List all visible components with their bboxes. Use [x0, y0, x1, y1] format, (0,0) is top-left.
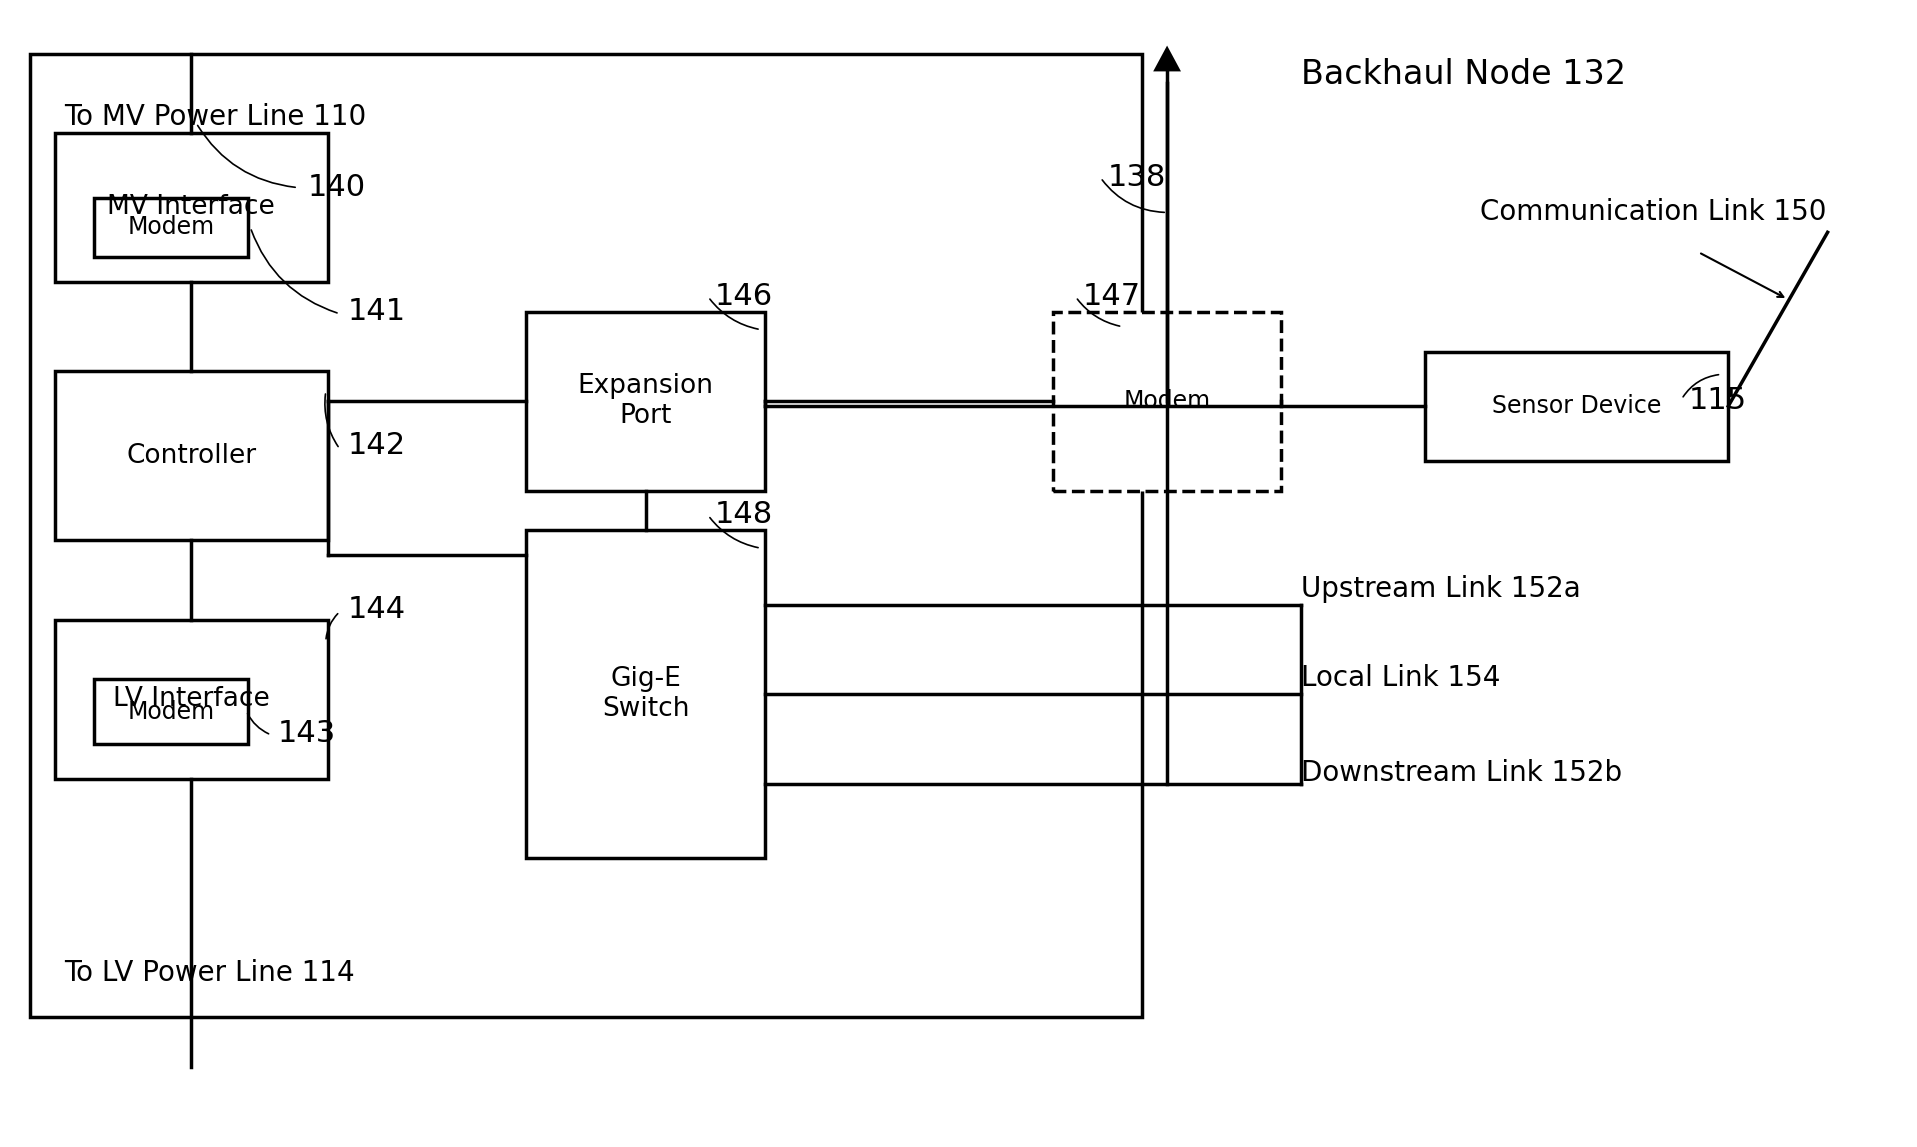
Text: Downstream Link 152b: Downstream Link 152b — [1302, 759, 1622, 787]
Bar — [31, 54, 1143, 1017]
Text: Local Link 154: Local Link 154 — [1302, 664, 1501, 693]
Text: 146: 146 — [715, 282, 773, 311]
Bar — [527, 312, 765, 491]
Text: To MV Power Line 110: To MV Power Line 110 — [65, 103, 366, 131]
Bar — [94, 197, 249, 257]
Text: 143: 143 — [278, 719, 335, 748]
Text: 147: 147 — [1083, 282, 1141, 311]
Text: Upstream Link 152a: Upstream Link 152a — [1302, 575, 1582, 603]
Text: LV Interface: LV Interface — [113, 686, 270, 712]
Text: Controller: Controller — [127, 443, 257, 469]
Text: Modem: Modem — [128, 700, 215, 724]
Polygon shape — [1154, 46, 1181, 71]
Text: 141: 141 — [347, 297, 406, 326]
Text: Expansion
Port: Expansion Port — [577, 373, 713, 429]
Bar — [527, 530, 765, 858]
Text: MV Interface: MV Interface — [107, 195, 274, 220]
Text: Sensor Device: Sensor Device — [1491, 395, 1662, 419]
Text: 144: 144 — [347, 595, 406, 624]
Text: Gig-E
Switch: Gig-E Switch — [602, 666, 690, 723]
Text: 140: 140 — [309, 173, 366, 202]
Bar — [54, 619, 328, 779]
Bar — [54, 372, 328, 540]
Bar — [1426, 351, 1729, 461]
Bar — [54, 133, 328, 282]
Bar — [94, 679, 249, 744]
Text: 115: 115 — [1689, 387, 1746, 415]
Text: 148: 148 — [715, 500, 773, 530]
Text: To LV Power Line 114: To LV Power Line 114 — [65, 959, 355, 988]
Text: Modem: Modem — [1123, 389, 1212, 413]
Text: 142: 142 — [347, 431, 406, 460]
Text: Communication Link 150: Communication Link 150 — [1480, 197, 1827, 226]
Text: Modem: Modem — [128, 216, 215, 240]
Text: 138: 138 — [1108, 163, 1166, 192]
Bar — [1052, 312, 1281, 491]
Text: Backhaul Node 132: Backhaul Node 132 — [1302, 58, 1626, 92]
